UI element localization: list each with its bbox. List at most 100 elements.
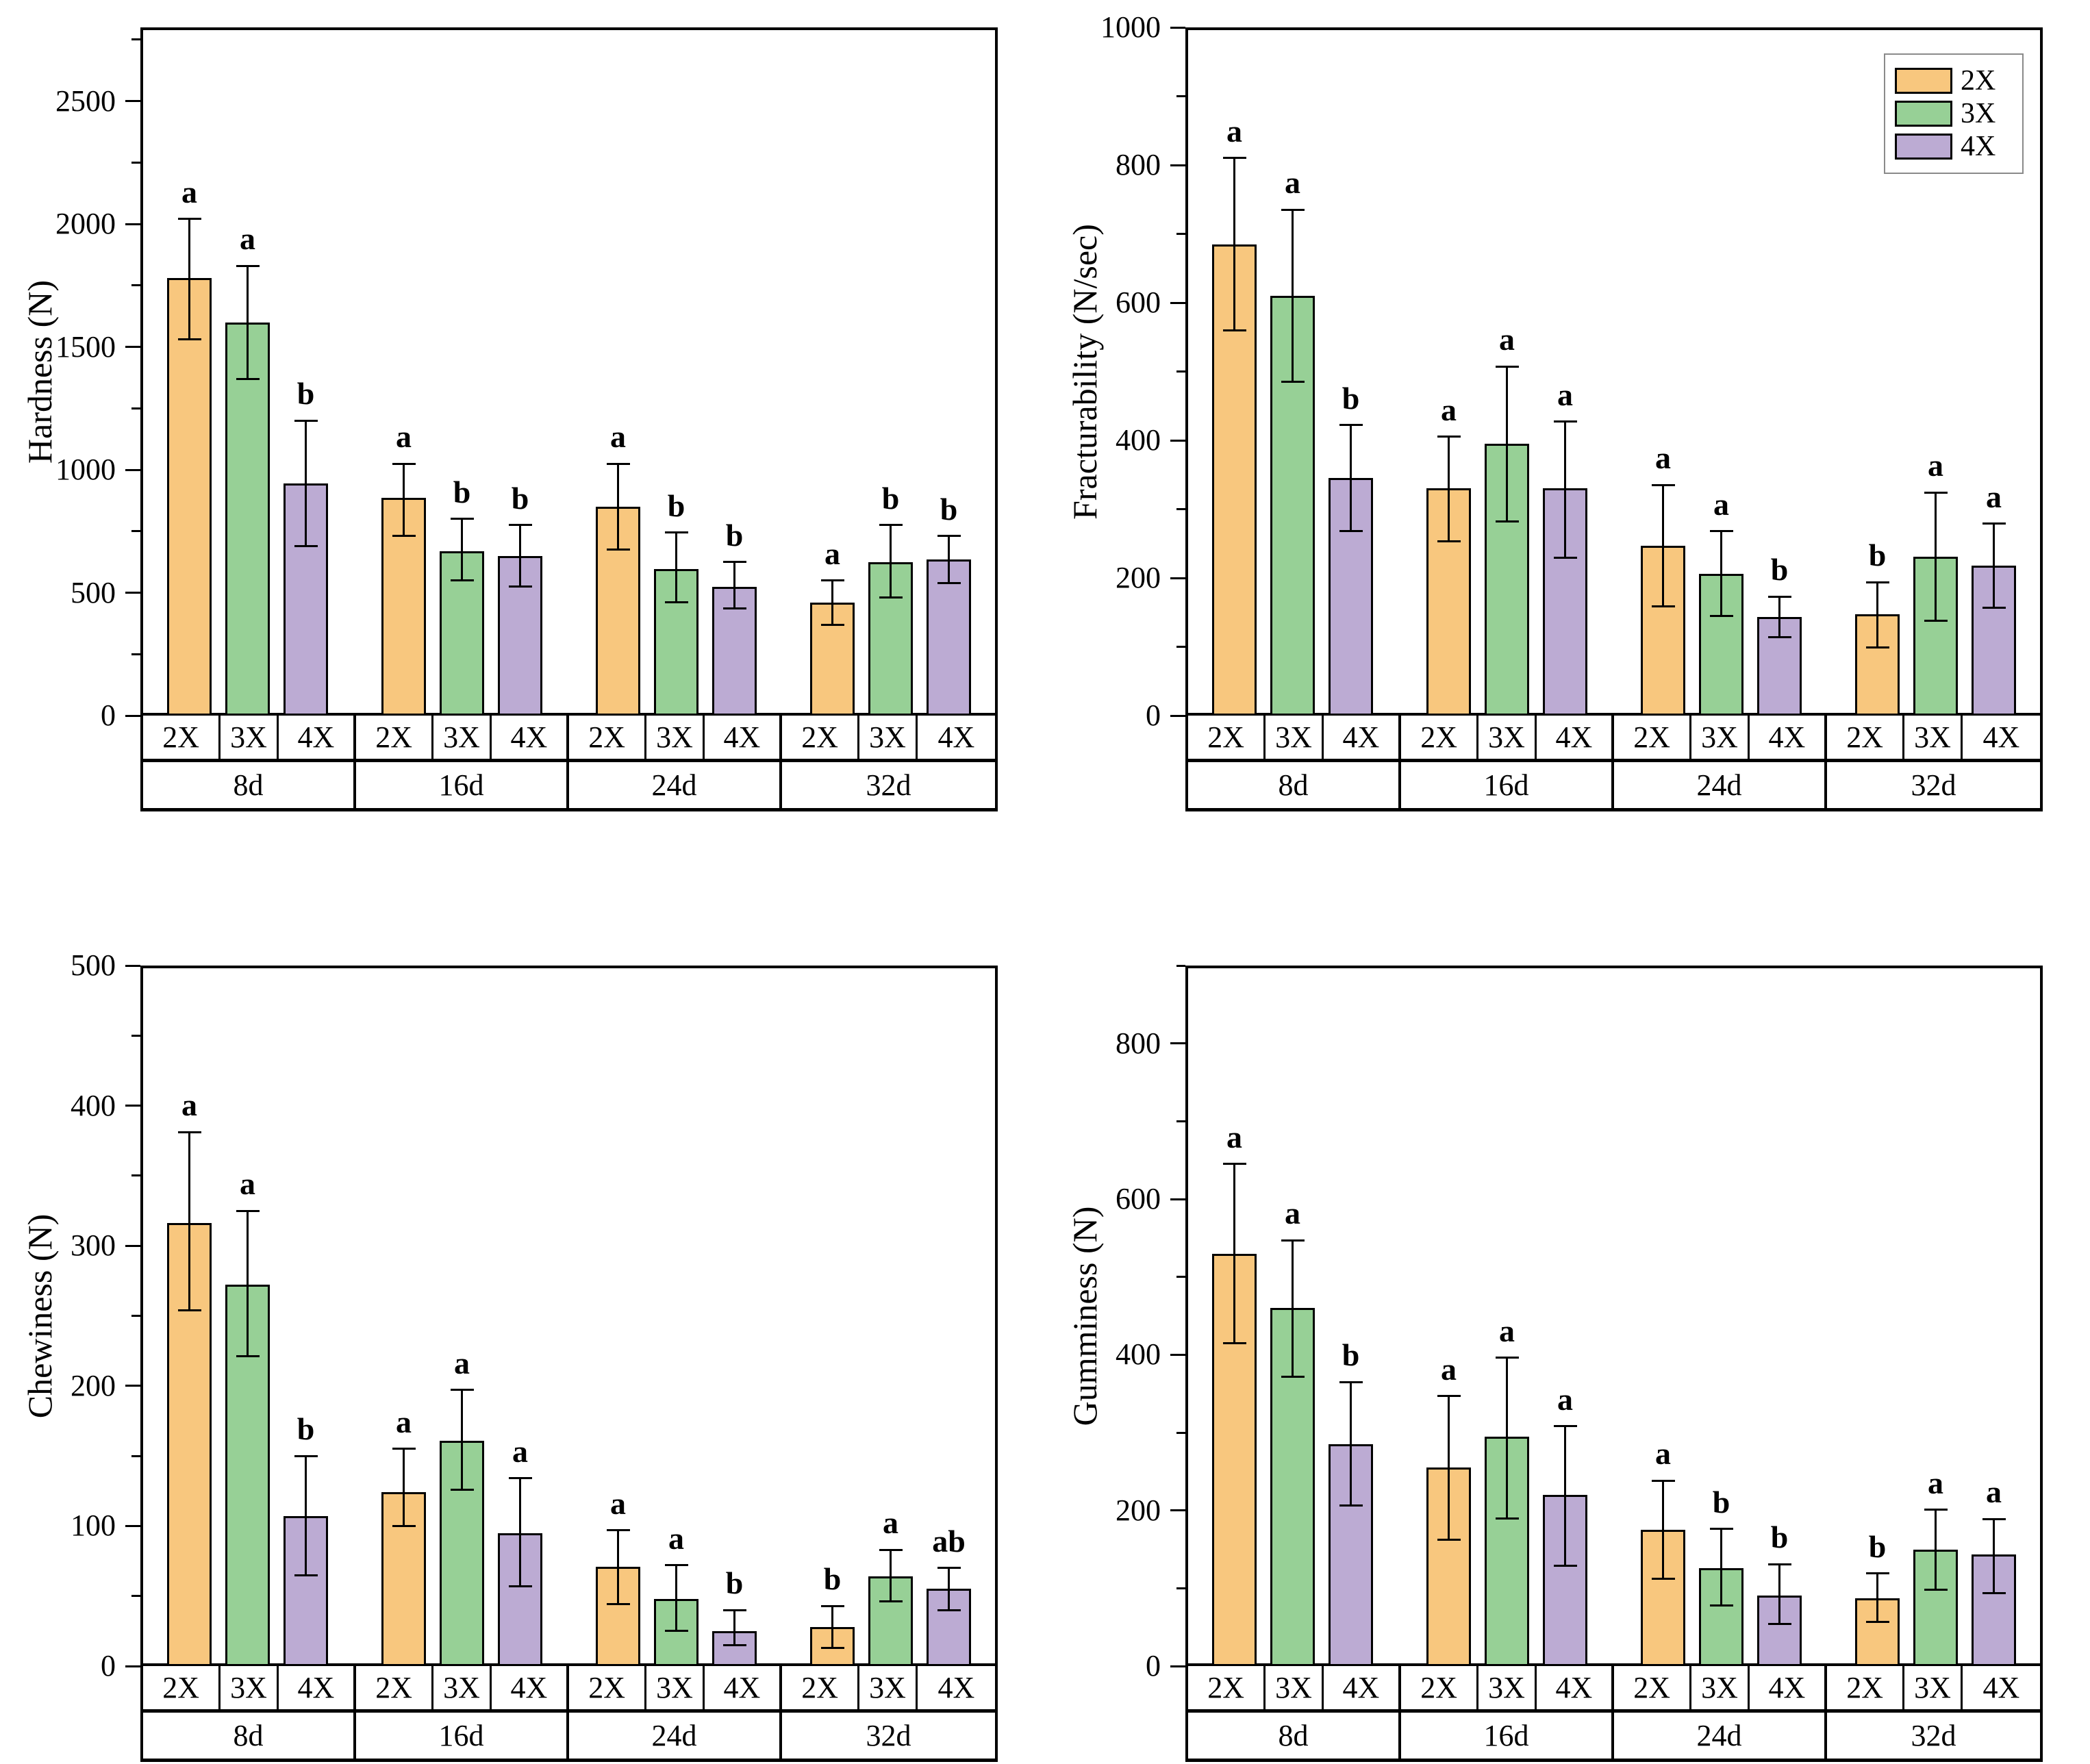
xcell-2x-8d: 2X [1188, 716, 1266, 759]
error-bar-cap-high [1222, 1163, 1246, 1166]
error-bar-line [948, 1567, 950, 1611]
bar-2x-32d [1855, 614, 1900, 716]
error-bar-line [1350, 1382, 1352, 1506]
ytick-label: 800 [1116, 1026, 1161, 1060]
xcell-3x-16d: 3X [433, 1666, 492, 1709]
error-bar-line [1778, 1564, 1780, 1624]
error-bar-line [831, 1606, 833, 1648]
ytick-label: 500 [71, 575, 116, 609]
error-bar-cap-low [508, 585, 532, 588]
xcell-3x-16d: 3X [1478, 1666, 1537, 1709]
plot-frame [140, 966, 998, 1666]
error-bar-cap-low [1281, 381, 1305, 383]
xcell-4x-16d: 4X [1537, 1666, 1614, 1709]
error-bar-cap-high [1982, 1517, 2006, 1520]
error-bar-line [305, 420, 307, 546]
ytick-label: 400 [71, 1088, 116, 1122]
xcell-3x-24d: 3X [1691, 716, 1750, 759]
significance-letter: a [883, 1505, 898, 1541]
error-bar-line [461, 1389, 463, 1490]
xaxis-group-row: 8d 16d 24d 32d [1185, 1713, 2043, 1762]
error-bar-line [675, 532, 677, 603]
y-minor-tick [131, 1595, 140, 1598]
y-major-tick [1170, 1353, 1185, 1356]
significance-letter: a [1285, 165, 1300, 201]
y-major-tick [125, 1665, 140, 1667]
error-bar-cap-high [508, 524, 532, 527]
xcell-2x-16d: 2X [1401, 1666, 1479, 1709]
xcell-3x-32d: 3X [1904, 1666, 1963, 1709]
error-bar-cap-high [236, 264, 260, 267]
y-minor-tick [1176, 964, 1185, 967]
group-label-32d: 32d [866, 768, 911, 802]
significance-letter: a [1928, 1465, 1943, 1500]
significance-letter: a [824, 536, 840, 571]
significance-letter: b [1342, 1337, 1360, 1373]
ytick-label: 2000 [55, 207, 116, 241]
error-bar-cap-low [1281, 1375, 1305, 1378]
bar-3x-8d [225, 1285, 270, 1666]
error-bar-cap-high [1437, 436, 1461, 438]
error-bar-cap-low [664, 601, 688, 604]
ytick-label: 500 [71, 948, 116, 982]
significance-letter: b [1342, 380, 1360, 416]
bar-3x-16d [440, 551, 484, 716]
error-bar-line [1720, 531, 1722, 616]
significance-letter: b [453, 474, 471, 509]
xcell-4x-24d: 4X [705, 1666, 782, 1709]
error-bar-cap-low [1865, 1620, 1889, 1623]
significance-letter: a [1226, 1119, 1242, 1155]
xcell-3x-16d: 3X [1478, 716, 1537, 759]
y-major-tick [125, 714, 140, 717]
group-label-8d: 8d [143, 762, 356, 808]
significance-letter: a [1557, 377, 1573, 412]
y-major-tick [1170, 577, 1185, 579]
xcell-4x-32d: 4X [937, 720, 975, 754]
error-bar-line [247, 266, 249, 379]
error-bar-line [1506, 1357, 1508, 1519]
error-bar-line [1350, 425, 1352, 531]
significance-letter: a [1441, 1351, 1457, 1387]
error-bar-cap-high [1281, 208, 1305, 211]
error-bar-cap-low [177, 1309, 201, 1311]
error-bar-cap-high [820, 579, 844, 582]
xcell-3x-8d: 3X [1266, 716, 1324, 759]
significance-letter: b [667, 488, 685, 523]
error-bar-cap-low [1339, 530, 1363, 533]
significance-letter: b [1770, 552, 1789, 588]
y-minor-tick [131, 161, 140, 164]
xcell-4x-16d: 4X [1537, 716, 1614, 759]
panel-hardness: Hardness (N) 0 500 1000 1500 2000 2500 a a b a b b a b… [0, 0, 1045, 882]
error-bar-cap-high [606, 462, 630, 465]
error-bar-cap-low [450, 1488, 474, 1491]
significance-letter: a [1986, 479, 2002, 514]
significance-letter: a [1655, 440, 1671, 476]
error-bar-line [519, 525, 521, 587]
error-bar-line [1662, 485, 1664, 607]
error-bar-cap-low [879, 1600, 903, 1603]
error-bar-cap-low [1865, 646, 1889, 648]
error-bar-cap-high [1651, 483, 1675, 486]
bar-2x-16d [381, 498, 426, 716]
significance-letter: b [881, 480, 900, 516]
y-minor-tick [1176, 1120, 1185, 1122]
y-major-tick [125, 964, 140, 967]
significance-letter: a [1928, 448, 1943, 483]
error-bar-cap-high [508, 1477, 532, 1480]
group-label-32d: 32d [1911, 1719, 1956, 1752]
ytick-label: 0 [101, 1649, 116, 1683]
error-bar-line [188, 1132, 190, 1311]
error-bar-line [733, 1610, 735, 1646]
error-bar-cap-high [1553, 420, 1577, 423]
xcell-4x-24d: 4X [705, 716, 782, 759]
error-bar-cap-high [722, 561, 746, 564]
significance-letter: a [1655, 1436, 1671, 1472]
error-bar-line [1292, 210, 1294, 382]
error-bar-cap-low [508, 1585, 532, 1587]
xcell-4x-24d: 4X [1750, 1666, 1827, 1709]
xcell-3x-8d: 3X [1266, 1666, 1324, 1709]
legend-item-3x: 3X [1895, 97, 2011, 130]
group-label-32d: 32d [866, 1719, 911, 1752]
error-bar-cap-high [1709, 530, 1733, 533]
error-bar-cap-low [1222, 1341, 1246, 1344]
